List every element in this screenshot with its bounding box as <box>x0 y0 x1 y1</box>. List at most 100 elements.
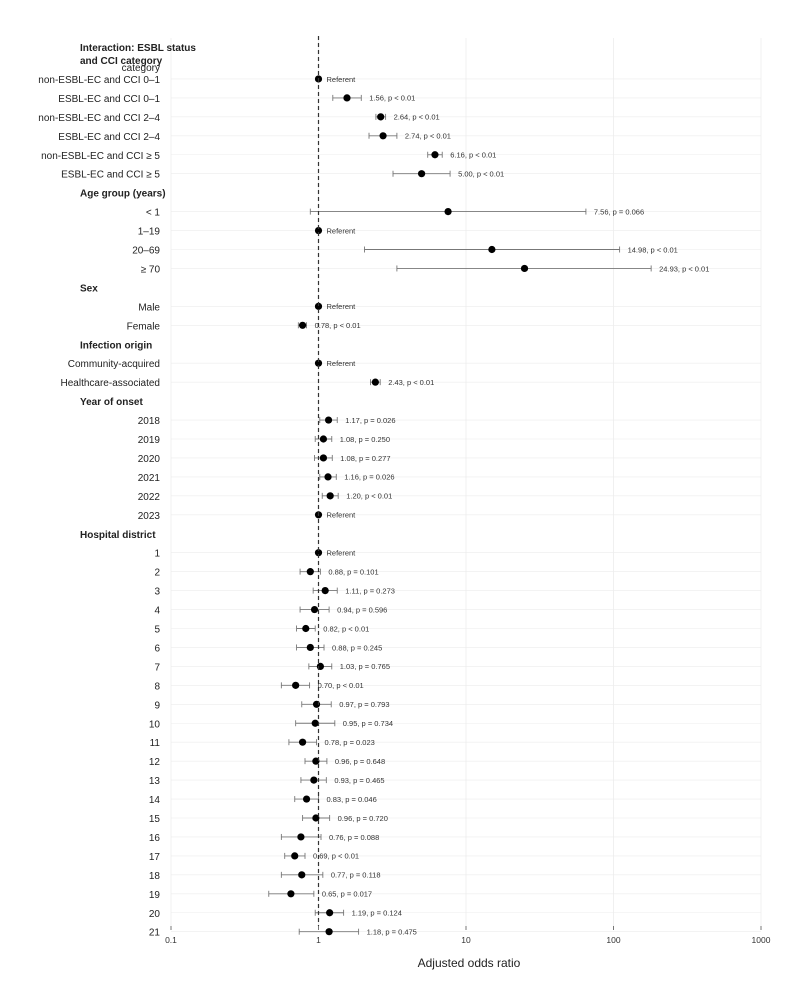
row-label: Community-acquired <box>68 359 160 370</box>
x-axis-title: Adjusted odds ratio <box>418 956 521 970</box>
estimate-label: 0.65, p = 0.017 <box>322 890 372 899</box>
estimate-label: 1.19, p = 0.124 <box>352 909 402 918</box>
x-tick-label: 100 <box>606 935 620 945</box>
estimate-label: 1.03, p = 0.765 <box>340 662 390 671</box>
row-label: 2 <box>154 568 160 579</box>
point-estimate <box>298 321 307 329</box>
point-estimate <box>379 132 387 140</box>
point-estimate <box>302 795 311 803</box>
estimate-label: Referent <box>327 511 357 520</box>
estimate-label: Referent <box>327 75 357 84</box>
estimate-label: 1.08, p = 0.277 <box>340 454 390 463</box>
row-label: 1–19 <box>138 227 161 238</box>
row-label: 6 <box>154 643 160 654</box>
point-estimate <box>324 416 333 424</box>
estimate-label: 2.74, p < 0.01 <box>405 132 451 141</box>
row-label: Healthcare-associated <box>61 378 161 389</box>
estimate-label: 1.16, p = 0.026 <box>344 473 394 482</box>
row-labels: Interaction: ESBL status and CCI category… <box>38 43 196 939</box>
point-estimate <box>312 757 320 765</box>
point-estimate <box>326 492 334 500</box>
row-label: Male <box>138 302 160 313</box>
row-label: 18 <box>149 871 161 882</box>
row-label: ≥ 70 <box>141 264 161 275</box>
row-label: ESBL-EC and CCI 2–4 <box>58 132 160 143</box>
estimate-label: 0.83, p = 0.046 <box>327 795 377 804</box>
point-estimate <box>321 587 329 595</box>
row-label: 5 <box>154 625 160 636</box>
row-label: 13 <box>149 776 161 787</box>
estimate-label: 1.56, p < 0.01 <box>369 94 415 103</box>
row-label: 2018 <box>138 416 161 427</box>
x-axis: 0.1 1 10 100 1000 <box>165 926 771 945</box>
row-label: 2022 <box>138 492 161 503</box>
row-label: ESBL-EC and CCI 0–1 <box>58 94 160 105</box>
point-estimate <box>297 833 305 841</box>
row-label: 4 <box>154 606 160 617</box>
row-label: 8 <box>154 681 160 692</box>
estimate-label: 1.18, p = 0.475 <box>367 928 417 937</box>
estimate-label: 24.93, p < 0.01 <box>659 264 709 273</box>
row-label: non-ESBL-EC and CCI ≥ 5 <box>41 151 160 162</box>
row-label: 17 <box>149 852 161 863</box>
row-label: ESBL-EC and CCI ≥ 5 <box>61 170 160 181</box>
row-label: 2020 <box>138 454 161 465</box>
point-estimate <box>316 662 324 671</box>
estimate-label: 1.20, p < 0.01 <box>346 492 392 501</box>
row-label: < 1 <box>146 208 161 219</box>
point-estimate <box>319 454 328 462</box>
row-label: 15 <box>149 814 161 825</box>
estimate-label: 0.88, p = 0.245 <box>332 643 382 652</box>
estimate-label: 2.43, p < 0.01 <box>388 378 434 387</box>
row-label: 2019 <box>138 435 161 446</box>
row-label: 19 <box>149 890 161 901</box>
point-estimate <box>326 909 334 917</box>
section-header: and CCI category <box>80 56 163 67</box>
point-estimate <box>302 624 310 633</box>
row-label: 10 <box>149 719 161 730</box>
x-tick-label: 0.1 <box>165 935 177 945</box>
row-label: non-ESBL-EC and CCI 2–4 <box>38 113 160 124</box>
row-label: 9 <box>154 700 160 711</box>
row-label: 2021 <box>138 473 161 484</box>
row-label: 2023 <box>138 511 161 522</box>
row-label: 12 <box>149 757 161 768</box>
point-estimate <box>298 871 306 879</box>
estimate-label: 1.08, p = 0.250 <box>340 435 390 444</box>
point-estimate <box>312 814 320 822</box>
point-estimate <box>314 549 323 557</box>
estimate-label: 0.82, p < 0.01 <box>323 624 369 633</box>
section-header: Age group (years) <box>80 189 166 200</box>
point-estimate <box>377 113 385 121</box>
estimate-label: 0.95, p = 0.734 <box>343 719 393 728</box>
row-label: Female <box>127 321 161 332</box>
estimate-label: 0.70, p < 0.01 <box>318 681 364 690</box>
estimate-label: 7.56, p = 0.066 <box>594 207 644 216</box>
point-estimate <box>306 643 314 652</box>
estimate-label: 5.00, p < 0.01 <box>458 170 504 179</box>
estimate-label: 0.78, p = 0.023 <box>325 738 375 747</box>
plot-marks: Referent 1.56, p < 0.01 2.64, p < 0.01 2.74… <box>268 36 709 937</box>
point-estimate <box>324 473 332 481</box>
row-label: 7 <box>154 662 160 673</box>
point-estimate <box>306 568 314 576</box>
row-label: non-ESBL-EC and CCI 0–1 <box>38 75 160 86</box>
point-estimate <box>431 151 439 159</box>
x-tick-label: 10 <box>461 935 471 945</box>
estimate-label: Referent <box>327 359 357 368</box>
estimate-label: 0.78, p < 0.01 <box>315 321 361 330</box>
point-estimate <box>319 435 328 443</box>
estimate-label: 6.16, p < 0.01 <box>450 151 496 160</box>
point-estimate <box>314 359 323 367</box>
estimate-label: 2.64, p < 0.01 <box>394 113 440 122</box>
point-estimate <box>310 605 319 614</box>
estimate-label: 1.11, p = 0.273 <box>345 586 395 595</box>
row-label: 11 <box>150 738 161 749</box>
estimate-label: Referent <box>327 226 357 235</box>
point-estimate <box>520 264 529 273</box>
section-header: Year of onset <box>80 397 143 408</box>
estimate-label: 0.94, p = 0.596 <box>337 605 387 614</box>
row-label: 16 <box>149 833 161 844</box>
row-label: 20–69 <box>132 246 160 257</box>
